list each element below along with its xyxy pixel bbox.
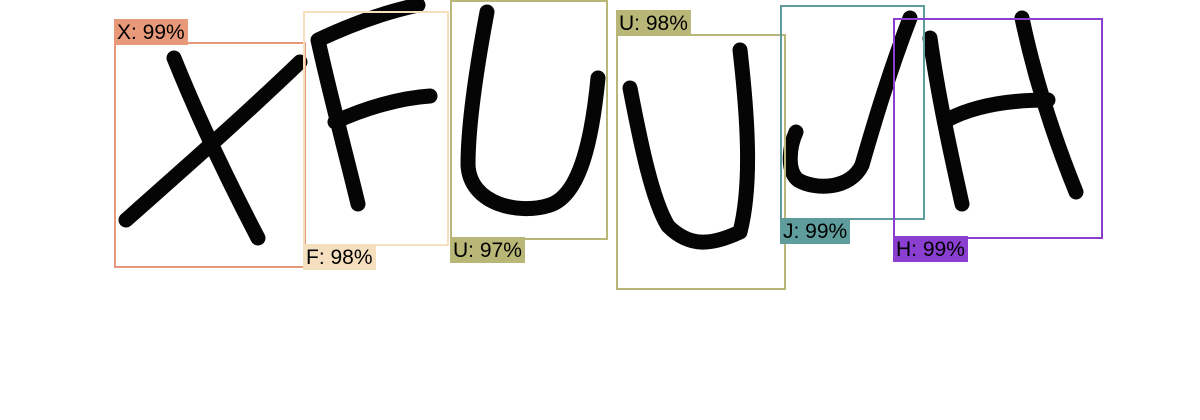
detection-label-u1: U: 97% — [450, 237, 525, 263]
letter-u2-strokes — [622, 42, 756, 250]
letter-h-strokes — [922, 10, 1084, 212]
detection-label-x: X: 99% — [114, 19, 188, 45]
detection-box-h — [893, 18, 1103, 239]
detection-label-f: F: 98% — [303, 244, 376, 270]
detection-label-h: H: 99% — [893, 236, 968, 262]
letter-j-strokes — [782, 10, 918, 194]
detection-box-u1 — [450, 0, 608, 240]
detection-box-f — [303, 11, 449, 246]
letter-u1-strokes — [460, 4, 606, 217]
detection-label-u2: U: 98% — [616, 10, 691, 36]
detection-box-j — [780, 5, 925, 220]
letter-x-strokes — [118, 50, 308, 246]
letter-f-strokes — [310, 0, 438, 212]
detection-box-u2 — [616, 34, 786, 290]
detection-label-j: J: 99% — [780, 218, 851, 244]
detection-box-x — [114, 42, 306, 268]
